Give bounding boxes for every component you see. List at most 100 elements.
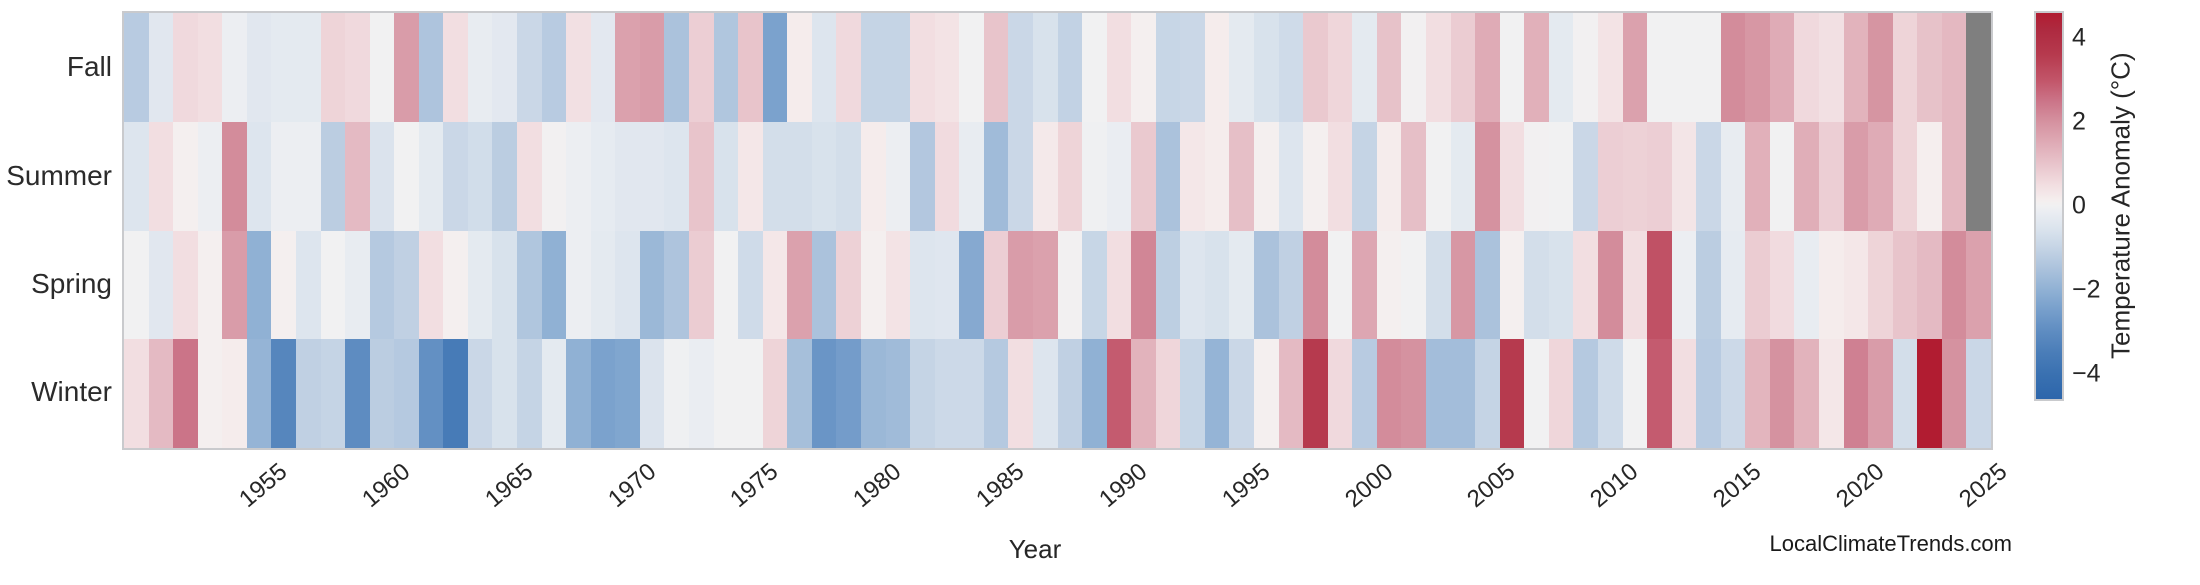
heatmap-cell	[1941, 230, 1967, 340]
heatmap-cell	[295, 339, 321, 448]
heatmap-cell	[1352, 13, 1377, 122]
colorbar	[2034, 11, 2064, 401]
heatmap-cell	[1401, 339, 1426, 448]
heatmap-cell	[492, 13, 518, 122]
heatmap-cell	[492, 230, 518, 340]
heatmap-cell	[1524, 121, 1549, 231]
heatmap-cell	[369, 121, 395, 231]
heatmap-cell	[1376, 230, 1402, 340]
heatmap-cell	[148, 339, 174, 448]
heatmap-cell	[1499, 13, 1525, 122]
heatmap-cell	[1647, 339, 1672, 448]
heatmap-cell	[910, 121, 935, 231]
heatmap-cell	[394, 339, 419, 448]
heatmap-cell	[1082, 339, 1107, 448]
heatmap-cell	[443, 13, 468, 122]
heatmap-cell	[1082, 121, 1107, 231]
heatmap-cell	[295, 13, 321, 122]
heatmap-cell	[1769, 339, 1795, 448]
colorbar-tick-label: −4	[2072, 359, 2101, 388]
heatmap-cell	[762, 339, 788, 448]
heatmap-cell	[1843, 13, 1869, 122]
heatmap-cell	[148, 121, 174, 231]
heatmap-cell	[1106, 121, 1132, 231]
colorbar-tick-label: −2	[2072, 275, 2101, 304]
heatmap-cell	[615, 339, 640, 448]
heatmap-cell	[1843, 121, 1869, 231]
heatmap-cell	[173, 339, 198, 448]
heatmap-cell	[345, 230, 370, 340]
heatmap-cell	[1647, 13, 1672, 122]
heatmap-cell	[1229, 230, 1255, 340]
heatmap-cell	[689, 13, 714, 122]
heatmap-cell	[566, 230, 591, 340]
heatmap-cell	[1671, 339, 1697, 448]
heatmap-cell	[345, 339, 370, 448]
heatmap-cell	[762, 230, 788, 340]
heatmap-cell	[467, 121, 493, 231]
x-tick-label: 1980	[848, 458, 907, 514]
x-tick-label: 1985	[971, 458, 1030, 514]
heatmap-cell	[1622, 13, 1648, 122]
heatmap-cell	[1892, 121, 1918, 231]
heatmap-cell	[1941, 121, 1967, 231]
heatmap-cell	[959, 13, 984, 122]
heatmap-cell	[1769, 121, 1795, 231]
heatmap-cell	[1597, 121, 1623, 231]
heatmap-cell	[1327, 230, 1353, 340]
heatmap-cell	[1180, 230, 1205, 340]
heatmap-cell	[1745, 13, 1770, 122]
heatmap-cell	[1180, 13, 1205, 122]
heatmap-cell	[983, 339, 1009, 448]
heatmap-cell	[1794, 121, 1820, 231]
heatmap-cell	[1327, 339, 1353, 448]
heatmap-cell	[1573, 121, 1598, 231]
heatmap-cell	[1032, 339, 1058, 448]
heatmap-cell	[271, 13, 296, 122]
x-tick-label: 2005	[1462, 458, 1521, 514]
heatmap-cell	[1671, 13, 1697, 122]
heatmap-cell	[1917, 13, 1942, 122]
heatmap-cell	[345, 121, 370, 231]
heatmap-cell	[1327, 121, 1353, 231]
heatmap-cell	[369, 13, 395, 122]
heatmap-cell	[1499, 230, 1525, 340]
heatmap-cell	[517, 121, 542, 231]
heatmap-cell	[615, 13, 640, 122]
heatmap-cell	[1597, 13, 1623, 122]
heatmap-cell	[566, 121, 591, 231]
heatmap-cell	[1843, 339, 1869, 448]
heatmap-cell	[1082, 13, 1107, 122]
x-tick-label: 1995	[1216, 458, 1276, 514]
heatmap-cell	[1008, 121, 1033, 231]
heatmap-cell	[173, 230, 198, 340]
heatmap-cell	[1769, 230, 1795, 340]
x-tick-label: 1970	[602, 458, 661, 514]
heatmap-cell	[1524, 230, 1549, 340]
x-tick-label: 2000	[1339, 458, 1398, 514]
x-tick-label: 1975	[725, 458, 784, 514]
heatmap-cell	[566, 13, 591, 122]
heatmap-cell	[811, 121, 837, 231]
heatmap-cell	[1376, 121, 1402, 231]
heatmap-cell	[1057, 230, 1083, 340]
heatmap-cell	[1671, 230, 1697, 340]
heatmap-cell	[738, 339, 763, 448]
heatmap-cell	[418, 230, 444, 340]
heatmap-cell	[1303, 230, 1328, 340]
heatmap-cell	[1352, 230, 1377, 340]
heatmap-cell	[1401, 121, 1426, 231]
heatmap-cell	[1819, 230, 1844, 340]
heatmap-cell	[934, 339, 960, 448]
heatmap-cell	[1647, 230, 1672, 340]
row-label-summer: Summer	[6, 160, 112, 191]
heatmap-cell	[1622, 230, 1648, 340]
heatmap-cell	[1204, 339, 1230, 448]
x-tick-label: 2010	[1585, 458, 1644, 514]
heatmap-cell	[1425, 230, 1451, 340]
heatmap-cell	[124, 121, 149, 231]
heatmap-cell	[1769, 13, 1795, 122]
heatmap-cell	[1548, 339, 1574, 448]
heatmap-cell	[1278, 230, 1304, 340]
